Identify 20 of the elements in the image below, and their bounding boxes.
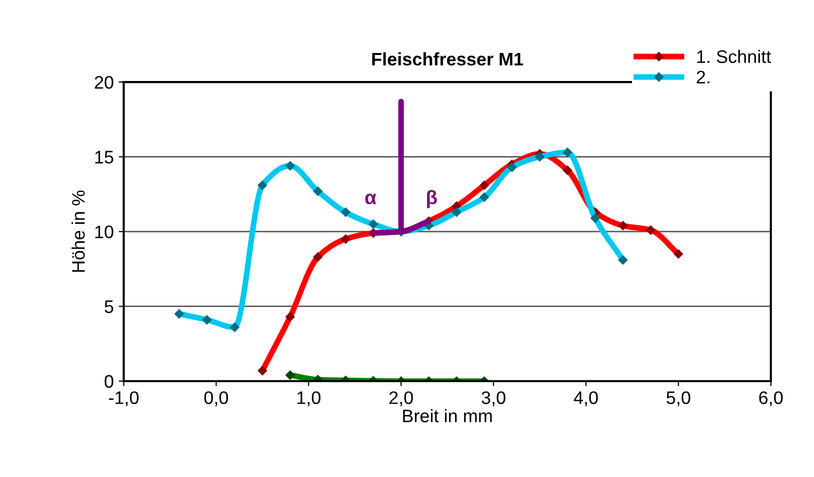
y-tick-label: 20	[94, 76, 114, 89]
y-tick-label: 15	[95, 150, 114, 164]
x-tick-label: 4,0	[574, 391, 598, 406]
y-tick-label: 0	[104, 375, 114, 388]
x-tick-label: 2,0	[389, 391, 413, 406]
x-tick-label: 0,0	[204, 391, 228, 406]
x-tick-label: 5,0	[666, 391, 690, 406]
legend-label: 1. Schnitt	[697, 50, 772, 64]
x-tick-label: 6,0	[759, 391, 783, 406]
annotation: α	[365, 194, 376, 204]
x-tick-label: 3,0	[482, 391, 506, 406]
y-axis-title: Höhe in %	[72, 190, 85, 272]
legend-label: 2.	[696, 70, 710, 84]
y-tick-label: 5	[104, 300, 114, 314]
chart-title: Fleischfresser M1	[372, 52, 524, 66]
x-tick-label: -1,0	[108, 391, 139, 406]
x-tick-label: 1,0	[297, 391, 320, 406]
annotation: β	[427, 190, 437, 208]
x-axis-title: Breit in mm	[403, 409, 492, 422]
y-tick-label: 10	[95, 226, 114, 238]
